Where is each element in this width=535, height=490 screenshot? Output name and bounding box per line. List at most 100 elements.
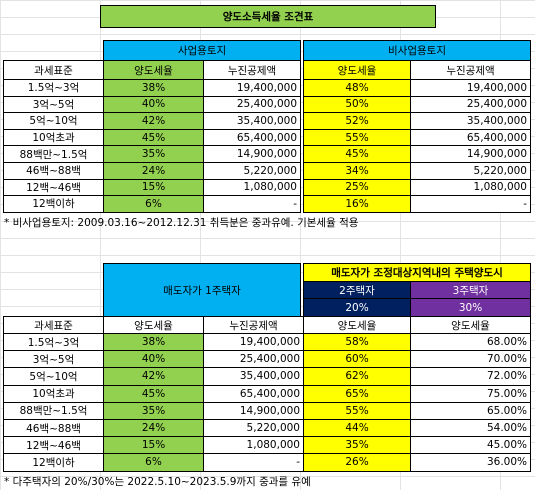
data-cell: 16% <box>303 195 411 213</box>
data-cell: 12백~46백 <box>3 178 104 197</box>
data-cell: 24% <box>103 419 204 438</box>
data-cell: 35,400,000 <box>410 112 531 130</box>
title: 양도소득세율 조견표 <box>100 5 436 28</box>
data-cell: 46백~88백 <box>3 419 104 438</box>
data-cell: 42% <box>103 112 204 130</box>
data-cell: 58% <box>303 333 411 352</box>
data-cell: 65.00% <box>410 401 531 420</box>
note: * 비사업용토지: 2009.03.16~2012.12.31 취득분은 중과유… <box>4 217 359 229</box>
sub-header: 2주택자 <box>303 281 411 299</box>
data-cell: 45% <box>303 145 411 163</box>
column-header: 누진공제액 <box>203 316 304 334</box>
data-cell: 38% <box>103 333 204 352</box>
data-cell: 42% <box>103 367 204 386</box>
column-header: 누진공제액 <box>203 60 301 80</box>
column-header: 양도세율 <box>103 60 204 80</box>
data-cell: 65% <box>303 384 411 403</box>
data-cell: 5억~10억 <box>3 367 104 386</box>
data-cell: 50% <box>303 95 411 114</box>
data-cell: 88백만~1.5억 <box>3 145 104 163</box>
note: * 다주택자의 20%/30%는 2022.5.10~2023.5.9까지 중과… <box>4 476 311 488</box>
column-header: 과세표준 <box>3 60 104 80</box>
data-cell: 70.00% <box>410 350 531 369</box>
data-cell: 6% <box>103 195 204 213</box>
data-cell: 60% <box>303 350 411 369</box>
data-cell: 65,400,000 <box>410 128 531 147</box>
data-cell: 14,900,000 <box>203 145 301 163</box>
data-cell: 46백~88백 <box>3 162 104 180</box>
data-cell: 25,400,000 <box>203 95 301 114</box>
data-cell: 1,080,000 <box>203 436 304 455</box>
data-cell: 25% <box>303 178 411 197</box>
data-cell: - <box>203 195 301 213</box>
data-cell: 10억초과 <box>3 128 104 147</box>
column-header: 양도세율 <box>303 60 411 80</box>
data-cell: 65,400,000 <box>203 384 304 403</box>
data-cell: - <box>203 453 304 472</box>
data-cell: 19,400,000 <box>203 333 304 352</box>
sub-header: 3주택자 <box>410 281 531 299</box>
data-cell: 48% <box>303 79 411 97</box>
group-header: 매도자가 1주택자 <box>103 263 301 317</box>
data-cell: 14,900,000 <box>410 145 531 163</box>
data-cell: 52% <box>303 112 411 130</box>
data-cell: 34% <box>303 162 411 180</box>
column-header: 양도세율 <box>103 316 204 334</box>
data-cell: 35% <box>303 436 411 455</box>
column-header: 과세표준 <box>3 316 104 334</box>
data-cell: 38% <box>103 79 204 97</box>
data-cell: 1.5억~3억 <box>3 79 104 97</box>
data-cell: 1,080,000 <box>410 178 531 197</box>
data-cell: 14,900,000 <box>203 401 304 420</box>
data-cell: 65,400,000 <box>203 128 301 147</box>
data-cell: 10억초과 <box>3 384 104 403</box>
data-cell: 35% <box>103 401 204 420</box>
data-cell: 5,220,000 <box>410 162 531 180</box>
sub-header: 30% <box>410 298 531 317</box>
sub-header: 20% <box>303 298 411 317</box>
group-header: 매도자가 조정대상지역내의 주택양도시 <box>303 263 531 282</box>
data-cell: 55% <box>303 128 411 147</box>
data-cell: 35% <box>103 145 204 163</box>
group-header: 비사업용토지 <box>303 40 531 61</box>
data-cell: 35,400,000 <box>203 112 301 130</box>
data-cell: 25,400,000 <box>203 350 304 369</box>
data-cell: 45.00% <box>410 436 531 455</box>
data-cell: 75.00% <box>410 384 531 403</box>
data-cell: 54.00% <box>410 419 531 438</box>
data-cell: 26% <box>303 453 411 472</box>
data-cell: 35,400,000 <box>203 367 304 386</box>
data-cell: 6% <box>103 453 204 472</box>
data-cell: 5억~10억 <box>3 112 104 130</box>
data-cell: 45% <box>103 128 204 147</box>
data-cell: 44% <box>303 419 411 438</box>
data-cell: 62% <box>303 367 411 386</box>
data-cell: 15% <box>103 436 204 455</box>
data-cell: 88백만~1.5억 <box>3 401 104 420</box>
data-cell: 45% <box>103 384 204 403</box>
data-cell: 68.00% <box>410 333 531 352</box>
data-cell: 72.00% <box>410 367 531 386</box>
data-cell: 1.5억~3억 <box>3 333 104 352</box>
data-cell: 1,080,000 <box>203 178 301 197</box>
data-cell: - <box>410 195 531 213</box>
data-cell: 55% <box>303 401 411 420</box>
data-cell: 3억~5억 <box>3 350 104 369</box>
group-header: 사업용토지 <box>103 40 301 61</box>
data-cell: 24% <box>103 162 204 180</box>
data-cell: 25,400,000 <box>410 95 531 114</box>
data-cell: 36.00% <box>410 453 531 472</box>
column-header: 양도세율 <box>303 316 411 334</box>
data-cell: 15% <box>103 178 204 197</box>
data-cell: 19,400,000 <box>410 79 531 97</box>
column-header: 양도세율 <box>410 316 531 334</box>
data-cell: 5,220,000 <box>203 162 301 180</box>
data-cell: 19,400,000 <box>203 79 301 97</box>
data-cell: 12백이하 <box>3 195 104 213</box>
column-header: 누진공제액 <box>410 60 531 80</box>
data-cell: 3억~5억 <box>3 95 104 114</box>
data-cell: 12백~46백 <box>3 436 104 455</box>
data-cell: 40% <box>103 95 204 114</box>
data-cell: 40% <box>103 350 204 369</box>
